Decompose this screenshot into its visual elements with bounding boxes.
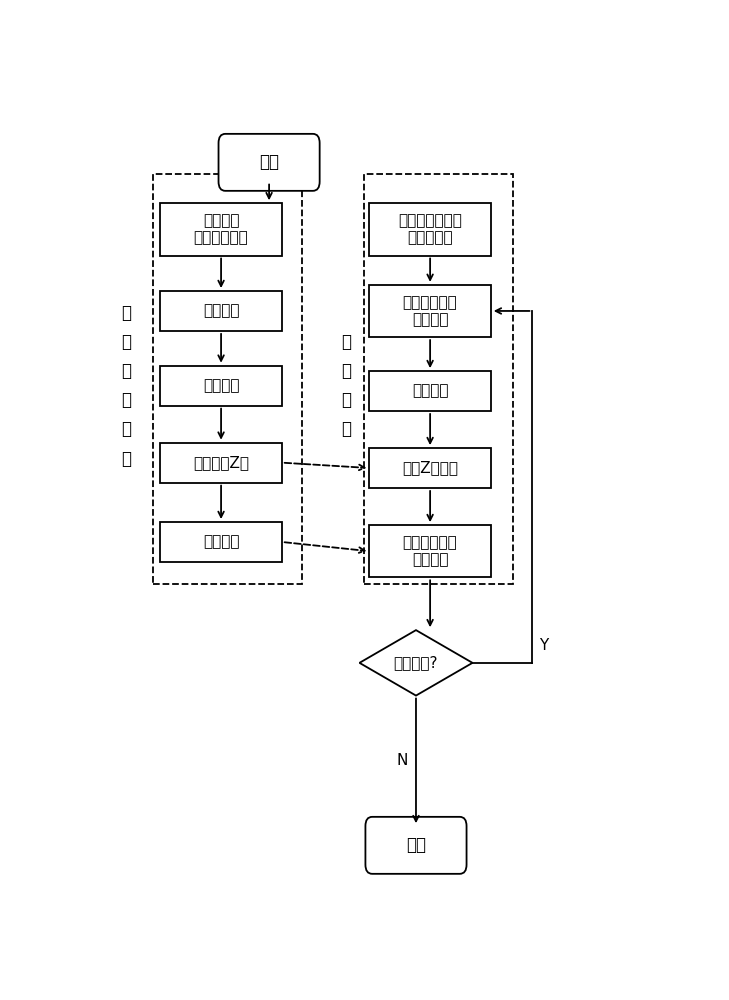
Text: N: N [396,753,408,768]
Polygon shape [359,630,472,696]
Text: Y: Y [539,638,548,653]
Text: 特征提取: 特征提取 [203,378,239,393]
Text: 待检轴承座安装
振动传感器: 待检轴承座安装 振动传感器 [398,213,462,246]
Bar [370,285,491,337]
Bar [370,448,491,488]
Text: 提取Z个特征: 提取Z个特征 [402,461,458,476]
Bar [160,291,282,331]
Text: 信号分解: 信号分解 [203,303,239,318]
Text: 开始: 开始 [259,153,279,171]
Bar [160,366,282,406]
FancyBboxPatch shape [219,134,319,191]
Bar [370,525,491,577]
Bar [160,203,282,256]
Text: 结束: 结束 [406,836,426,854]
Bar [364,174,512,584]
Bar [370,371,491,411]
Text: 信号分解: 信号分解 [412,384,448,399]
Bar [160,522,282,562]
Text: 故障识别: 故障识别 [203,534,239,549]
Text: 继续诊断?: 继续诊断? [394,655,438,670]
Bar [370,203,491,256]
Text: 诊
断
模
型
训
练: 诊 断 模 型 训 练 [121,304,131,468]
Bar [153,174,302,584]
Text: 采集轴承
标准振动信号: 采集轴承 标准振动信号 [194,213,249,246]
Text: 优选特征Z个: 优选特征Z个 [193,455,249,470]
Text: 比较特征归属
故障诊断: 比较特征归属 故障诊断 [402,535,458,567]
Text: 故
障
诊
断: 故 障 诊 断 [341,333,351,438]
Bar [160,443,282,483]
FancyBboxPatch shape [365,817,467,874]
Text: 采集轴承实时
振动信号: 采集轴承实时 振动信号 [402,295,458,327]
